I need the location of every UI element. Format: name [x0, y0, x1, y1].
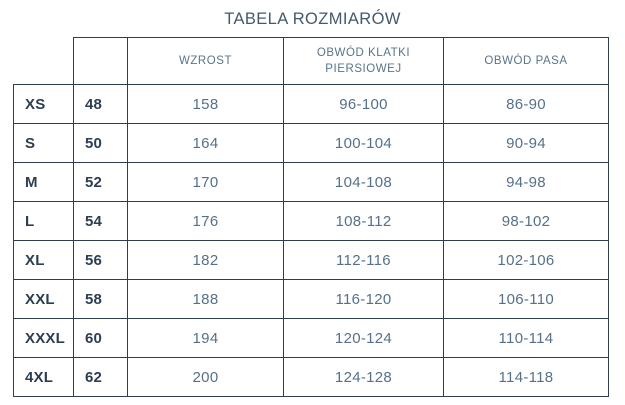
table-body: XS 48 158 96-100 86-90 S 50 164 100-104 90-94 M 52 1… [13, 84, 609, 397]
table-row: XL 56 182 112-116 102-106 [13, 240, 609, 280]
cell-number: 56 [73, 240, 128, 280]
cell-size: XS [13, 84, 74, 124]
cell-size: S [13, 123, 74, 163]
cell-waist: 86-90 [443, 84, 609, 124]
cell-height: 194 [127, 318, 284, 358]
cell-chest: 96-100 [283, 84, 444, 124]
cell-waist: 110-114 [443, 318, 609, 358]
column-header-height: WZROST [127, 37, 284, 85]
column-header-chest-line1: OBWÓD KLATKI [316, 47, 411, 59]
cell-number: 60 [73, 318, 128, 358]
cell-height: 176 [127, 201, 284, 241]
cell-size: XXL [13, 279, 74, 319]
column-header-chest-line2: PIERSIOWEJ [325, 63, 402, 75]
header-row: WZROST OBWÓD KLATKI PIERSIOWEJ OBWÓD PAS… [13, 37, 609, 85]
cell-waist: 114-118 [443, 357, 609, 397]
cell-size: L [13, 201, 74, 241]
cell-chest: 124-128 [283, 357, 444, 397]
cell-chest: 116-120 [283, 279, 444, 319]
cell-size: M [13, 162, 74, 202]
cell-height: 188 [127, 279, 284, 319]
cell-waist: 94-98 [443, 162, 609, 202]
cell-number: 62 [73, 357, 128, 397]
cell-waist: 90-94 [443, 123, 609, 163]
cell-number: 54 [73, 201, 128, 241]
table-row: XS 48 158 96-100 86-90 [13, 84, 609, 124]
column-header-waist: OBWÓD PASA [443, 37, 609, 85]
cell-number: 48 [73, 84, 128, 124]
cell-height: 158 [127, 84, 284, 124]
cell-size: XL [13, 240, 74, 280]
cell-chest: 108-112 [283, 201, 444, 241]
table-row: XXL 58 188 116-120 106-110 [13, 279, 609, 319]
cell-height: 182 [127, 240, 284, 280]
cell-waist: 98-102 [443, 201, 609, 241]
table-row: L 54 176 108-112 98-102 [13, 201, 609, 241]
size-table: WZROST OBWÓD KLATKI PIERSIOWEJ OBWÓD PAS… [13, 37, 609, 397]
cell-height: 164 [127, 123, 284, 163]
cell-chest: 112-116 [283, 240, 444, 280]
column-header-number [73, 37, 128, 85]
cell-height: 200 [127, 357, 284, 397]
cell-chest: 120-124 [283, 318, 444, 358]
size-table-container: WZROST OBWÓD KLATKI PIERSIOWEJ OBWÓD PAS… [13, 37, 609, 397]
cell-chest: 100-104 [283, 123, 444, 163]
cell-waist: 106-110 [443, 279, 609, 319]
cell-height: 170 [127, 162, 284, 202]
table-row: S 50 164 100-104 90-94 [13, 123, 609, 163]
cell-number: 50 [73, 123, 128, 163]
column-header-size [13, 37, 74, 85]
table-row: 4XL 62 200 124-128 114-118 [13, 357, 609, 397]
cell-size: XXXL [13, 318, 74, 358]
cell-chest: 104-108 [283, 162, 444, 202]
page-title: TABELA ROZMIARÓW [224, 10, 401, 28]
cell-number: 58 [73, 279, 128, 319]
column-header-chest: OBWÓD KLATKI PIERSIOWEJ [283, 37, 444, 85]
table-row: XXXL 60 194 120-124 110-114 [13, 318, 609, 358]
table-row: M 52 170 104-108 94-98 [13, 162, 609, 202]
cell-size: 4XL [13, 357, 74, 397]
cell-number: 52 [73, 162, 128, 202]
cell-waist: 102-106 [443, 240, 609, 280]
table-header: WZROST OBWÓD KLATKI PIERSIOWEJ OBWÓD PAS… [13, 37, 609, 85]
